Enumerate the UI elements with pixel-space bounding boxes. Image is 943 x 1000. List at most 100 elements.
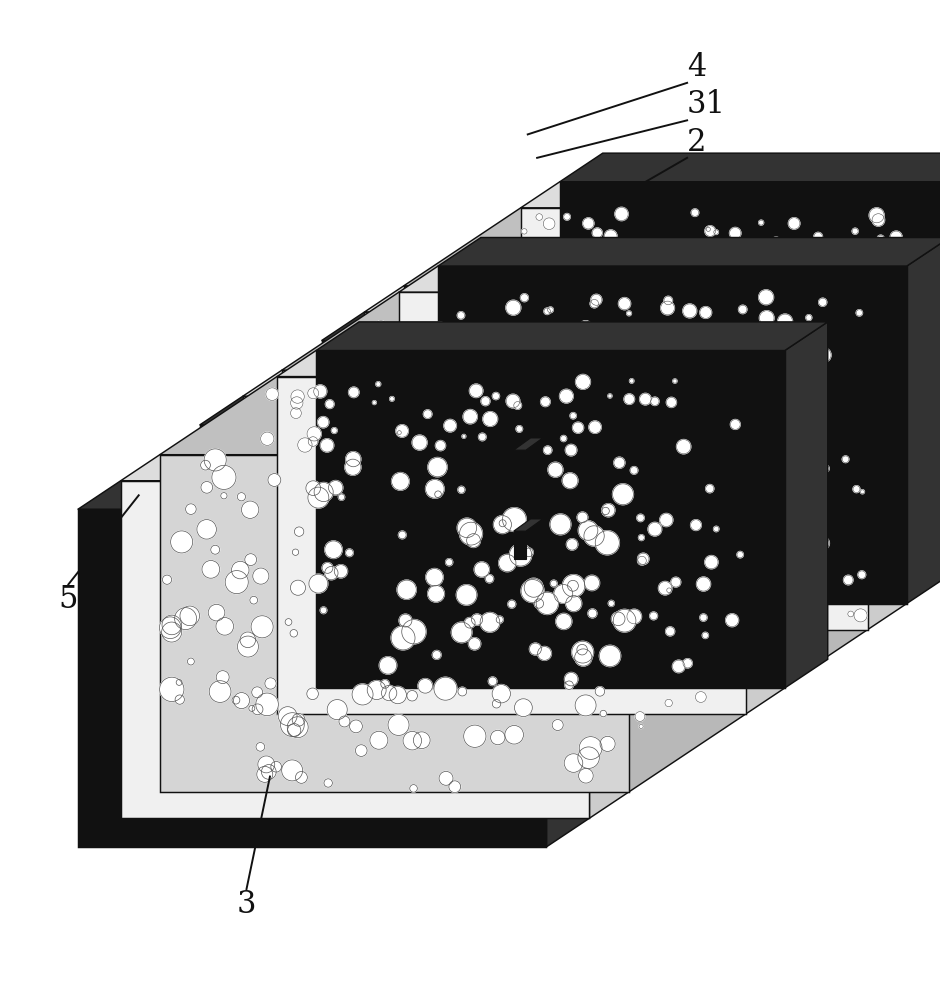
Polygon shape xyxy=(711,370,751,734)
Circle shape xyxy=(730,606,753,628)
Circle shape xyxy=(505,666,528,690)
Circle shape xyxy=(365,415,374,425)
Circle shape xyxy=(314,557,323,566)
Circle shape xyxy=(427,509,442,524)
Circle shape xyxy=(640,470,650,479)
Circle shape xyxy=(579,737,602,759)
Circle shape xyxy=(786,580,789,583)
Circle shape xyxy=(529,643,541,655)
Circle shape xyxy=(731,676,749,694)
Text: 4: 4 xyxy=(687,52,706,83)
Circle shape xyxy=(449,306,466,323)
Circle shape xyxy=(290,580,306,595)
Circle shape xyxy=(290,397,303,409)
Circle shape xyxy=(523,590,539,607)
Circle shape xyxy=(938,465,943,470)
Circle shape xyxy=(638,535,644,541)
Circle shape xyxy=(620,419,644,443)
Circle shape xyxy=(402,690,416,704)
Circle shape xyxy=(904,340,910,347)
Circle shape xyxy=(202,560,220,578)
Circle shape xyxy=(706,227,710,231)
Circle shape xyxy=(653,491,664,503)
Circle shape xyxy=(545,481,566,502)
Circle shape xyxy=(397,431,402,435)
Circle shape xyxy=(306,481,321,495)
Circle shape xyxy=(492,393,500,400)
Circle shape xyxy=(630,379,634,383)
Circle shape xyxy=(578,521,598,540)
Circle shape xyxy=(620,350,626,356)
Circle shape xyxy=(670,652,694,676)
Polygon shape xyxy=(242,396,711,734)
Polygon shape xyxy=(790,312,834,678)
Circle shape xyxy=(620,303,626,309)
Circle shape xyxy=(566,444,577,456)
Polygon shape xyxy=(282,370,751,708)
Circle shape xyxy=(932,531,939,538)
Circle shape xyxy=(652,464,670,482)
Circle shape xyxy=(481,397,490,406)
Circle shape xyxy=(433,670,455,692)
Circle shape xyxy=(665,539,686,560)
Circle shape xyxy=(543,446,552,454)
Circle shape xyxy=(256,766,273,782)
Circle shape xyxy=(568,308,588,329)
Circle shape xyxy=(550,485,565,500)
Circle shape xyxy=(602,504,615,517)
Circle shape xyxy=(783,264,797,278)
Circle shape xyxy=(290,630,298,637)
Circle shape xyxy=(731,420,740,429)
Circle shape xyxy=(216,618,234,635)
Circle shape xyxy=(234,693,250,709)
Circle shape xyxy=(805,439,812,446)
Circle shape xyxy=(568,554,573,560)
Circle shape xyxy=(737,551,743,558)
Circle shape xyxy=(328,481,343,495)
Circle shape xyxy=(825,392,849,415)
Circle shape xyxy=(635,712,645,721)
Circle shape xyxy=(817,297,824,305)
Circle shape xyxy=(562,556,576,569)
Circle shape xyxy=(516,426,522,432)
Circle shape xyxy=(668,571,686,588)
Circle shape xyxy=(854,430,871,447)
Circle shape xyxy=(403,636,422,655)
Circle shape xyxy=(510,373,526,389)
Circle shape xyxy=(691,371,715,395)
Circle shape xyxy=(628,421,637,431)
Circle shape xyxy=(914,537,918,541)
Circle shape xyxy=(765,448,778,461)
Circle shape xyxy=(472,613,495,635)
Circle shape xyxy=(542,238,554,249)
Polygon shape xyxy=(521,182,943,208)
Polygon shape xyxy=(242,370,751,396)
Circle shape xyxy=(457,518,476,538)
Circle shape xyxy=(519,489,539,510)
Circle shape xyxy=(732,258,738,264)
Circle shape xyxy=(535,514,542,522)
Circle shape xyxy=(598,588,606,597)
Circle shape xyxy=(358,332,371,344)
Circle shape xyxy=(521,294,528,302)
Circle shape xyxy=(670,577,681,587)
Circle shape xyxy=(738,305,747,314)
Circle shape xyxy=(474,314,492,331)
Circle shape xyxy=(814,232,822,241)
Circle shape xyxy=(673,379,677,383)
Circle shape xyxy=(600,736,615,751)
Circle shape xyxy=(380,440,399,458)
Circle shape xyxy=(747,601,759,614)
Circle shape xyxy=(367,681,386,700)
Circle shape xyxy=(718,332,731,345)
Circle shape xyxy=(799,249,807,258)
Circle shape xyxy=(425,480,444,498)
Circle shape xyxy=(595,531,620,555)
Circle shape xyxy=(441,507,460,525)
Circle shape xyxy=(489,308,498,316)
Circle shape xyxy=(890,231,902,243)
Circle shape xyxy=(817,348,831,362)
Circle shape xyxy=(603,382,609,389)
Circle shape xyxy=(434,526,442,534)
Circle shape xyxy=(292,713,305,726)
